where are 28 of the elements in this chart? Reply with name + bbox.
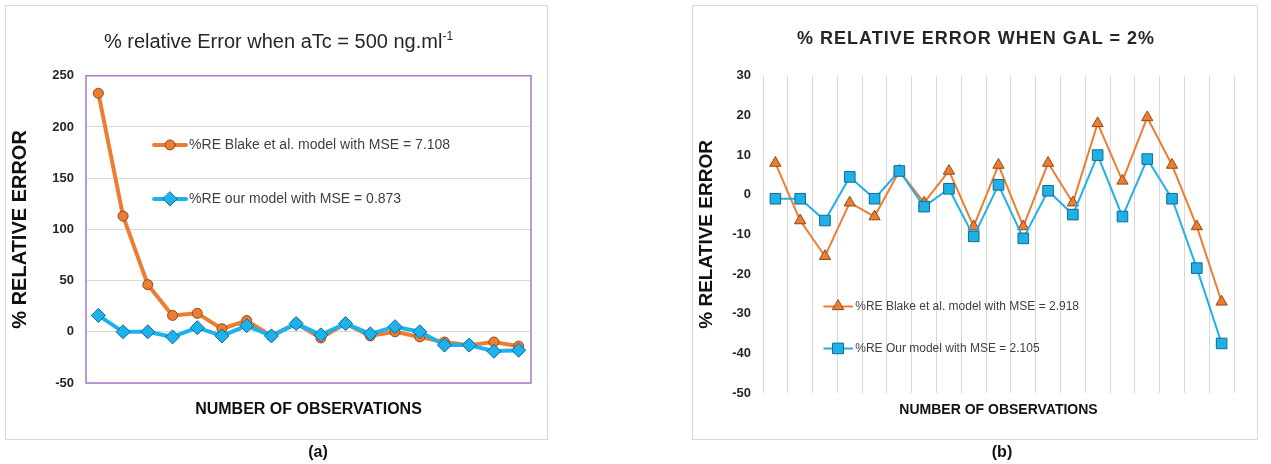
y-tick-label: -50 <box>55 374 74 390</box>
y-tick-label: -10 <box>732 225 751 241</box>
text: (b) <box>990 442 1014 462</box>
chart-title: % RELATIVE ERROR WHEN GAL = 2% <box>796 27 1156 50</box>
y-axis-title: % RELATIVE ERROR <box>694 139 716 329</box>
legend-label: %RE our model with MSE = 0.873 <box>189 189 402 206</box>
y-tick-label: 200 <box>52 118 74 134</box>
legend-label: %RE Our model with MSE = 2.105 <box>855 340 1040 355</box>
y-tick-label: 30 <box>736 67 751 83</box>
y-tick-label: 250 <box>52 67 74 83</box>
y-tick-label: 10 <box>736 146 751 162</box>
legend-label: %RE Blake et al. model with MSE = 2.918 <box>855 298 1080 313</box>
y-tick-label: 20 <box>736 107 751 123</box>
y-tick-label: 0 <box>743 186 751 202</box>
x-axis-title: NUMBER OF OBSERVATIONS <box>899 401 1098 418</box>
y-tick-label: -30 <box>732 305 751 321</box>
y-tick-label: -20 <box>732 265 751 281</box>
y-tick-label: 150 <box>52 169 74 185</box>
y-tick-label: 100 <box>52 220 74 236</box>
text: (a) <box>307 442 329 462</box>
y-axis-title: % RELATIVE ERROR <box>7 129 30 329</box>
y-tick-label: -40 <box>732 344 751 360</box>
x-axis-title: NUMBER OF OBSERVATIONS <box>195 399 423 417</box>
chart-title: % relative Error when aTc = 500 ng.ml$^{-1}$ <box>102 28 455 53</box>
y-tick-label: 50 <box>59 272 74 288</box>
y-tick-label: -50 <box>732 384 751 400</box>
y-tick-label: 0 <box>66 323 74 339</box>
legend-label: %RE Blake et al. model with MSE = 7.108 <box>189 135 451 152</box>
